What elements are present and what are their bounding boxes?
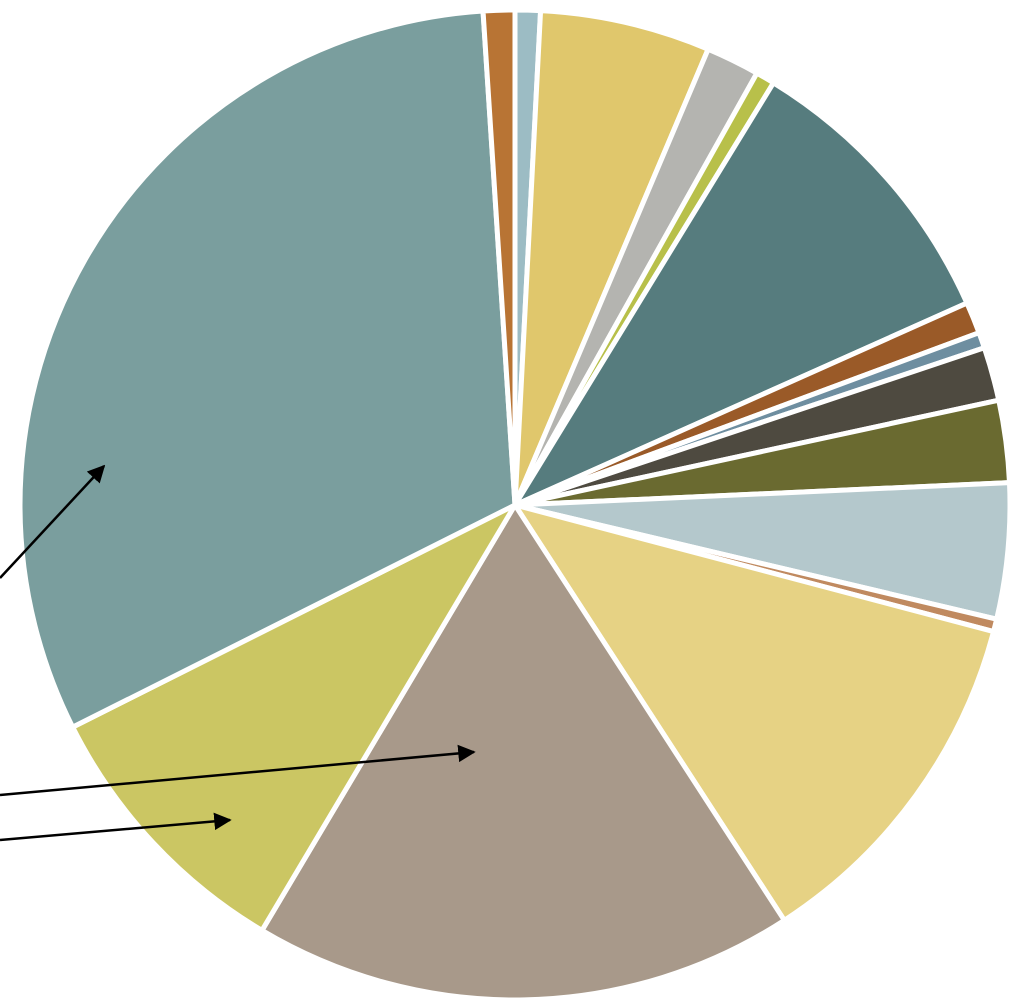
arrow — [0, 744, 476, 797]
pie-slice — [512, 8, 711, 508]
pie-slice — [512, 502, 997, 923]
pie-slice — [17, 8, 518, 730]
pie-slice — [512, 80, 970, 508]
arrow — [0, 812, 232, 842]
arrow — [0, 464, 106, 579]
pie — [17, 7, 1013, 1000]
pie-slice — [480, 7, 518, 508]
arrows — [0, 464, 476, 842]
